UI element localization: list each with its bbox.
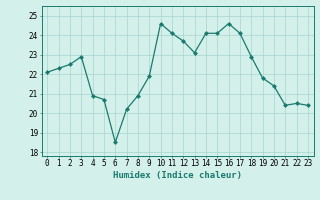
X-axis label: Humidex (Indice chaleur): Humidex (Indice chaleur) bbox=[113, 171, 242, 180]
